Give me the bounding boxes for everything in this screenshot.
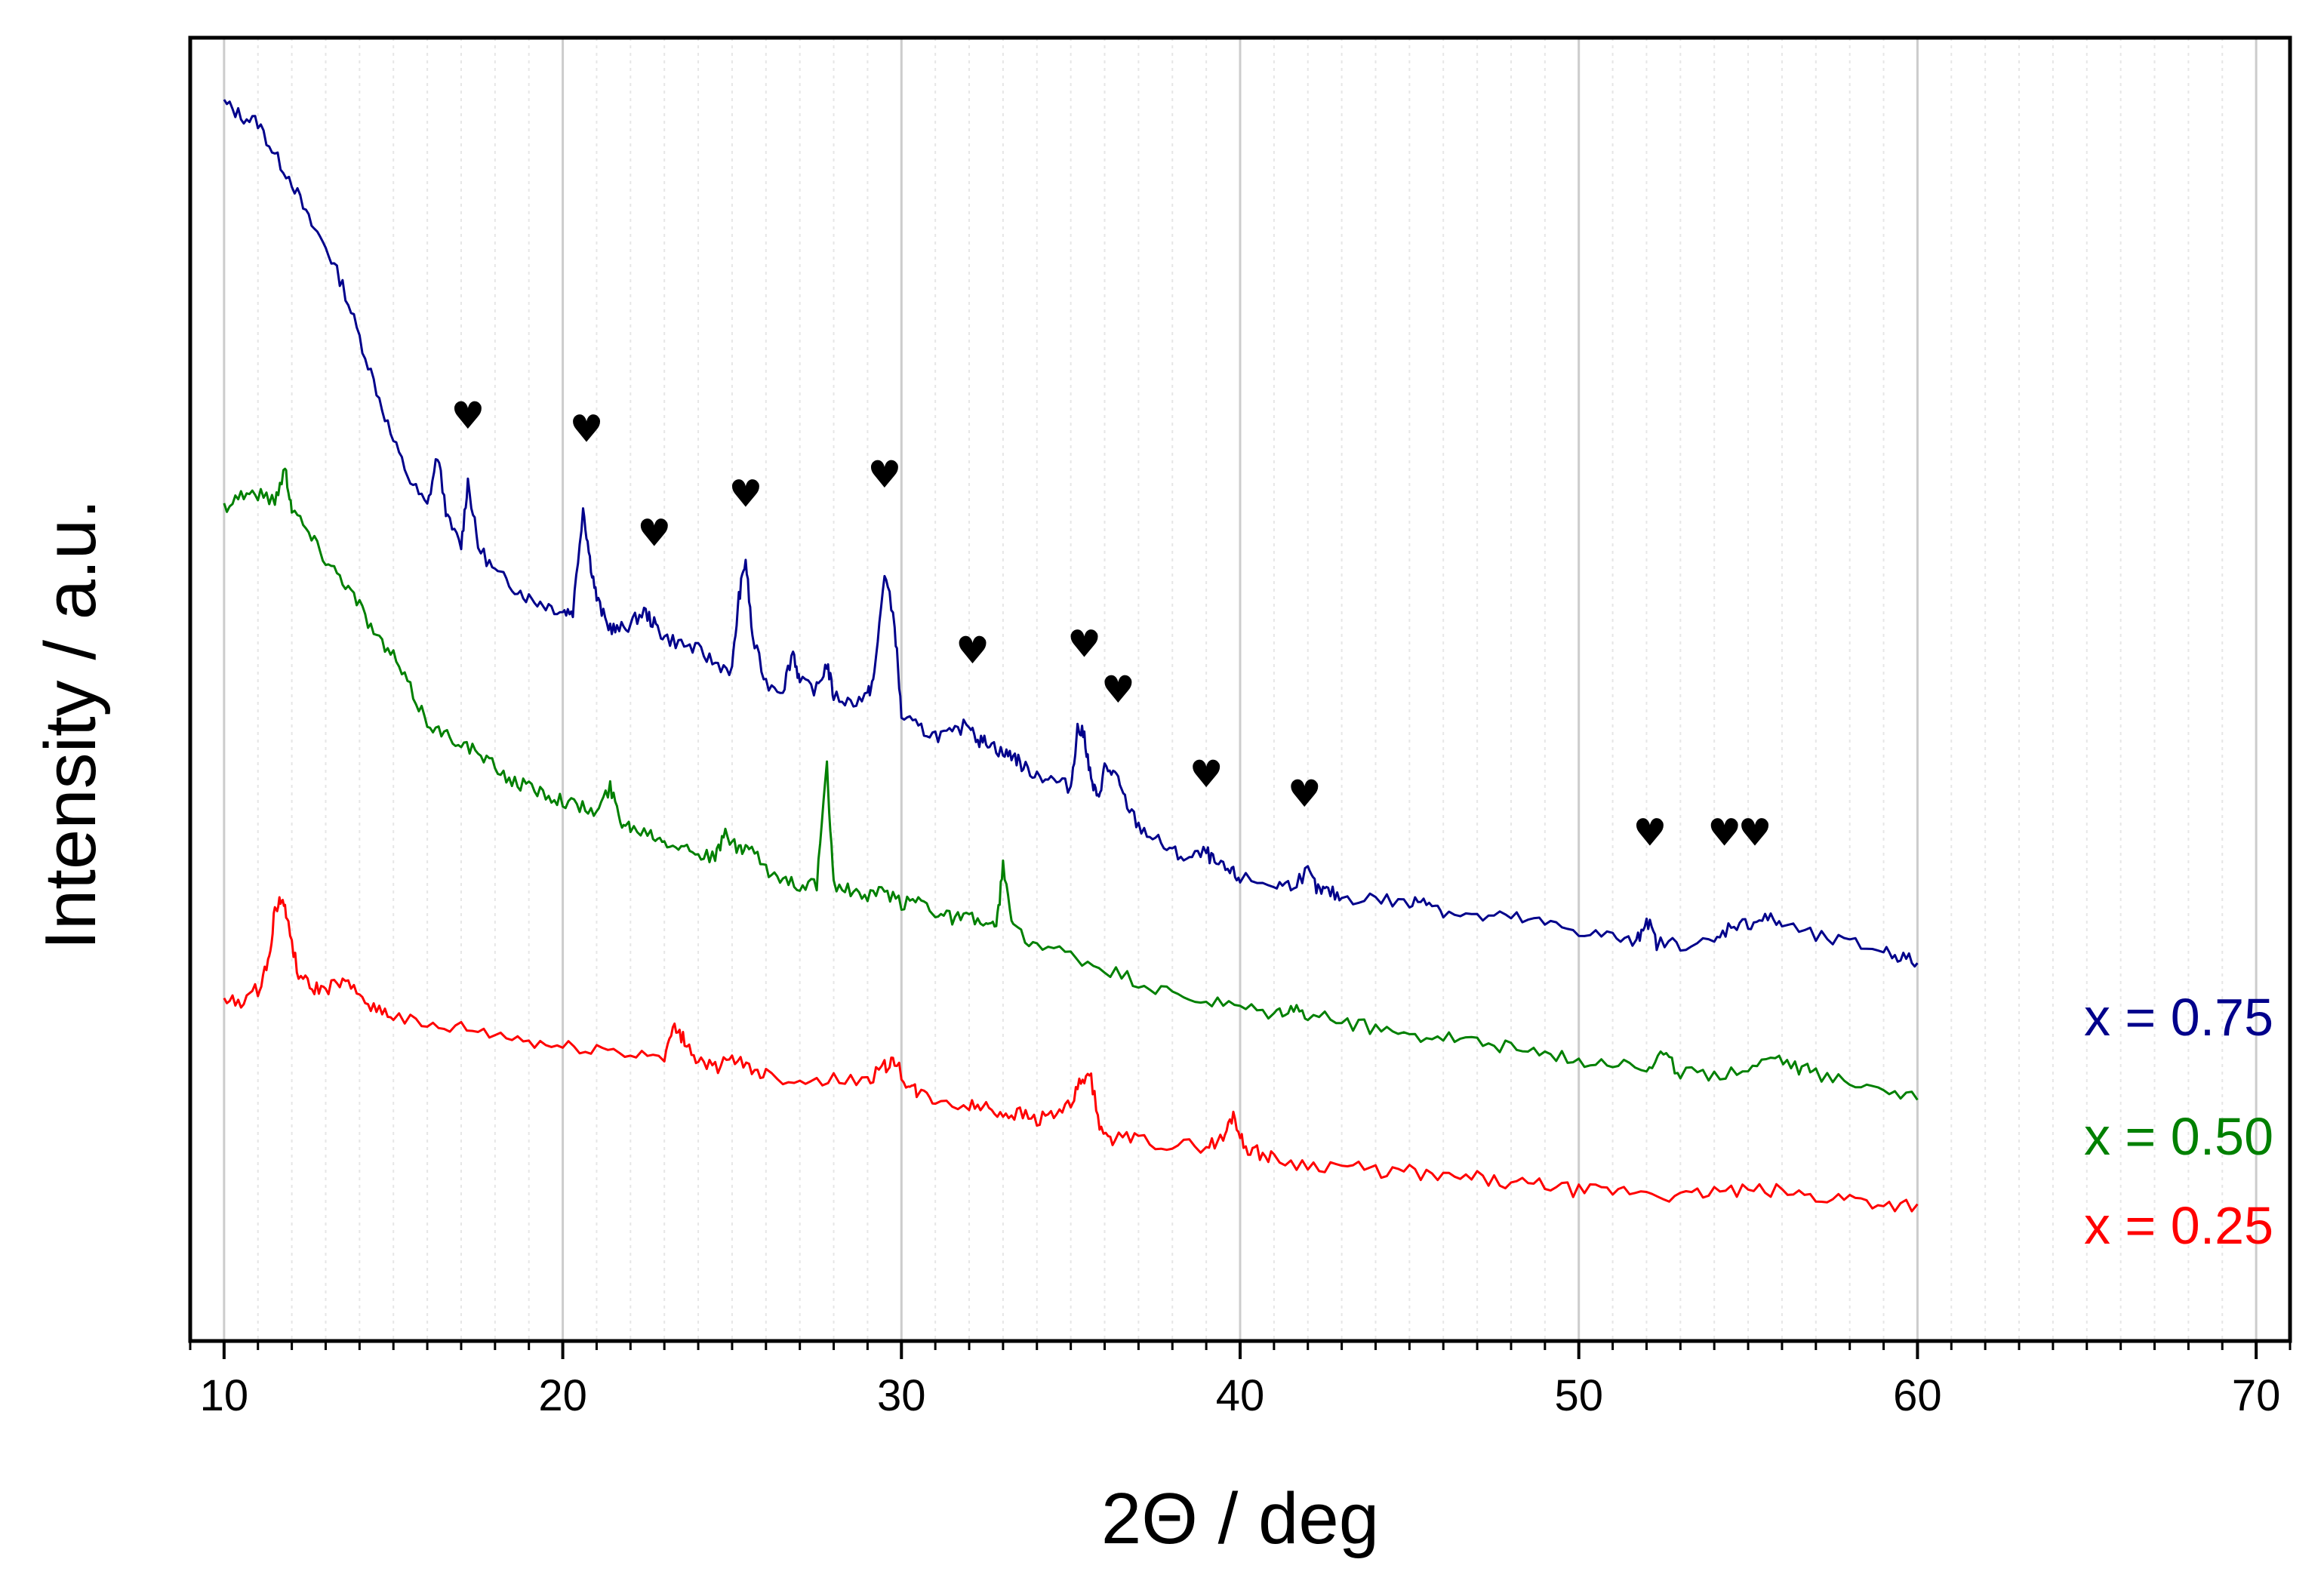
x-tick-label: 40 — [1216, 1371, 1265, 1420]
x-axis-tick-labels: 10 20 30 40 50 60 70 — [200, 1371, 2281, 1420]
peak-marker-heart-icon: ♥ — [451, 394, 485, 438]
x-axis-ticks — [189, 1341, 2292, 1359]
peak-marker-heart-icon: ♥ — [637, 512, 671, 555]
peak-markers: ♥ ♥♥♥ ♥♥ ♥♥♥ ♥♥ ♥♥ — [451, 394, 1772, 855]
peak-marker-heart-icon: ♥ — [1190, 752, 1224, 796]
peak-marker-heart-icon: ♥ — [1067, 622, 1101, 666]
x-tick-label: 70 — [2232, 1371, 2281, 1420]
series-line-025 — [223, 896, 1919, 1213]
legend: x = 0.75 x = 0.50 x = 0.25 — [2084, 988, 2273, 1255]
series-line-075 — [223, 99, 1919, 968]
peak-marker-heart-icon: ♥ — [1707, 811, 1741, 855]
peak-marker-heart-icon: ♥ — [1738, 811, 1772, 855]
legend-label: x = 0.75 — [2084, 988, 2273, 1047]
legend-label: x = 0.50 — [2084, 1107, 2273, 1166]
peak-marker-heart-icon: ♥ — [867, 453, 901, 497]
series-line-050 — [223, 467, 1919, 1101]
x-tick-label: 10 — [200, 1371, 249, 1420]
x-tick-label: 50 — [1554, 1371, 1603, 1420]
peak-marker-heart-icon: ♥ — [1633, 811, 1667, 855]
peak-marker-heart-icon: ♥ — [1101, 668, 1135, 712]
peak-marker-heart-icon: ♥ — [728, 472, 762, 516]
vertical-grid — [189, 38, 2291, 1341]
x-tick-label: 60 — [1893, 1371, 1942, 1420]
x-tick-label: 20 — [538, 1371, 587, 1420]
peak-marker-heart-icon: ♥ — [956, 629, 990, 672]
x-axis-title: 2Θ / deg — [1101, 1478, 1379, 1559]
series-group — [223, 99, 1919, 1213]
peak-marker-heart-icon: ♥ — [570, 407, 604, 451]
x-tick-label: 30 — [877, 1371, 926, 1420]
y-axis-title: Intensity / a.u. — [30, 499, 111, 950]
legend-label: x = 0.25 — [2084, 1196, 2273, 1255]
peak-marker-heart-icon: ♥ — [1288, 772, 1322, 816]
